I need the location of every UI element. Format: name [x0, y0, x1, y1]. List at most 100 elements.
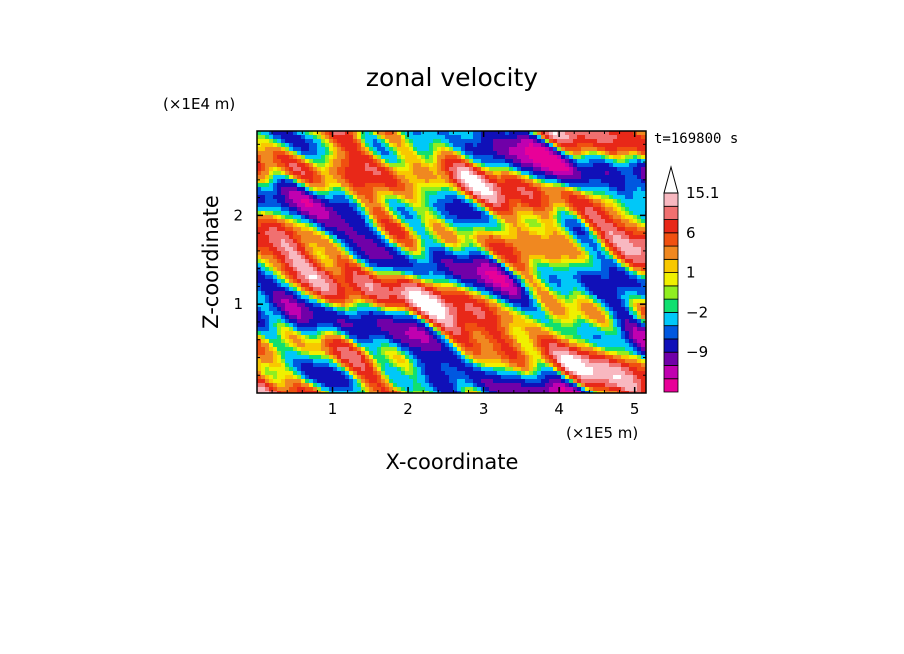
heatmap-cell [529, 159, 534, 164]
heatmap-cell [429, 331, 434, 336]
heatmap-cell [349, 299, 354, 304]
heatmap-cell [345, 227, 350, 232]
heatmap-cell [513, 251, 518, 256]
heatmap-cell [389, 283, 394, 288]
heatmap-cell [261, 163, 266, 168]
heatmap-cell [353, 335, 358, 340]
heatmap-cell [421, 251, 426, 256]
heatmap-cell [429, 283, 434, 288]
heatmap-cell [549, 239, 554, 244]
heatmap-cell [493, 195, 498, 200]
heatmap-cell [449, 267, 454, 272]
heatmap-cell [449, 311, 454, 316]
heatmap-cell [305, 239, 310, 244]
heatmap-cell [269, 283, 274, 288]
heatmap-cell [537, 203, 542, 208]
heatmap-cell [389, 311, 394, 316]
heatmap-cell [469, 131, 474, 136]
heatmap-cell [265, 287, 270, 292]
heatmap-cell [289, 175, 294, 180]
heatmap-cell [313, 159, 318, 164]
heatmap-cell [493, 367, 498, 372]
heatmap-cell [441, 391, 446, 394]
heatmap-cell [305, 295, 310, 300]
heatmap-cell [493, 187, 498, 192]
heatmap-cell [337, 291, 342, 296]
heatmap-cell [357, 211, 362, 216]
heatmap-cell [429, 375, 434, 380]
heatmap-cell [357, 239, 362, 244]
heatmap-cell [429, 359, 434, 364]
heatmap-cell [481, 239, 486, 244]
heatmap-cell [545, 263, 550, 268]
heatmap-cell [533, 363, 538, 368]
heatmap-cell [517, 279, 522, 284]
heatmap-cell [505, 287, 510, 292]
heatmap-cell [353, 291, 358, 296]
heatmap-cell [273, 259, 278, 264]
heatmap-cell [405, 283, 410, 288]
heatmap-cell [453, 163, 458, 168]
heatmap-cell [453, 203, 458, 208]
heatmap-cell [473, 279, 478, 284]
heatmap-cell [465, 223, 470, 228]
heatmap-cell [421, 379, 426, 384]
heatmap-cell [417, 371, 422, 376]
heatmap-cell [297, 195, 302, 200]
heatmap-cell [517, 359, 522, 364]
heatmap-cell [285, 299, 290, 304]
heatmap-cell [353, 319, 358, 324]
heatmap-cell [385, 171, 390, 176]
heatmap-cell [445, 363, 450, 368]
heatmap-cell [277, 183, 282, 188]
heatmap-cell [277, 359, 282, 364]
heatmap-cell [285, 163, 290, 168]
heatmap-cell [549, 199, 554, 204]
heatmap-cell [437, 359, 442, 364]
heatmap-cell [405, 343, 410, 348]
heatmap-cell [393, 343, 398, 348]
heatmap-cell [389, 287, 394, 292]
heatmap-cell [481, 219, 486, 224]
heatmap-cell [533, 195, 538, 200]
heatmap-cell [405, 323, 410, 328]
heatmap-cell [293, 283, 298, 288]
heatmap-cell [373, 327, 378, 332]
heatmap-cell [537, 235, 542, 240]
heatmap-cell [533, 211, 538, 216]
heatmap-cell [289, 255, 294, 260]
heatmap-cell [401, 175, 406, 180]
heatmap-cell [373, 387, 378, 392]
heatmap-cell [293, 347, 298, 352]
heatmap-cell [401, 191, 406, 196]
heatmap-cell [509, 195, 514, 200]
heatmap-cell [293, 323, 298, 328]
heatmap-cell [445, 247, 450, 252]
heatmap-cell [337, 211, 342, 216]
heatmap-cell [417, 295, 422, 300]
heatmap-cell [401, 227, 406, 232]
heatmap-cell [305, 203, 310, 208]
heatmap-cell [545, 331, 550, 336]
heatmap-cell [529, 167, 534, 172]
heatmap-cell [513, 203, 518, 208]
heatmap-cell [473, 383, 478, 388]
heatmap-cell [345, 187, 350, 192]
heatmap-cell [513, 179, 518, 184]
heatmap-cell [545, 135, 550, 140]
heatmap-cell [373, 351, 378, 356]
heatmap-cell [469, 387, 474, 392]
heatmap-cell [529, 335, 534, 340]
heatmap-cell [533, 343, 538, 348]
heatmap-cell [293, 327, 298, 332]
heatmap-cell [409, 175, 414, 180]
heatmap-cell [321, 331, 326, 336]
heatmap-cell [537, 323, 542, 328]
heatmap-cell [477, 375, 482, 380]
heatmap-cell [497, 207, 502, 212]
heatmap-cell [261, 383, 266, 388]
heatmap-cell [417, 391, 422, 394]
heatmap-cell [473, 287, 478, 292]
heatmap-cell [393, 147, 398, 152]
heatmap-cell [405, 143, 410, 148]
